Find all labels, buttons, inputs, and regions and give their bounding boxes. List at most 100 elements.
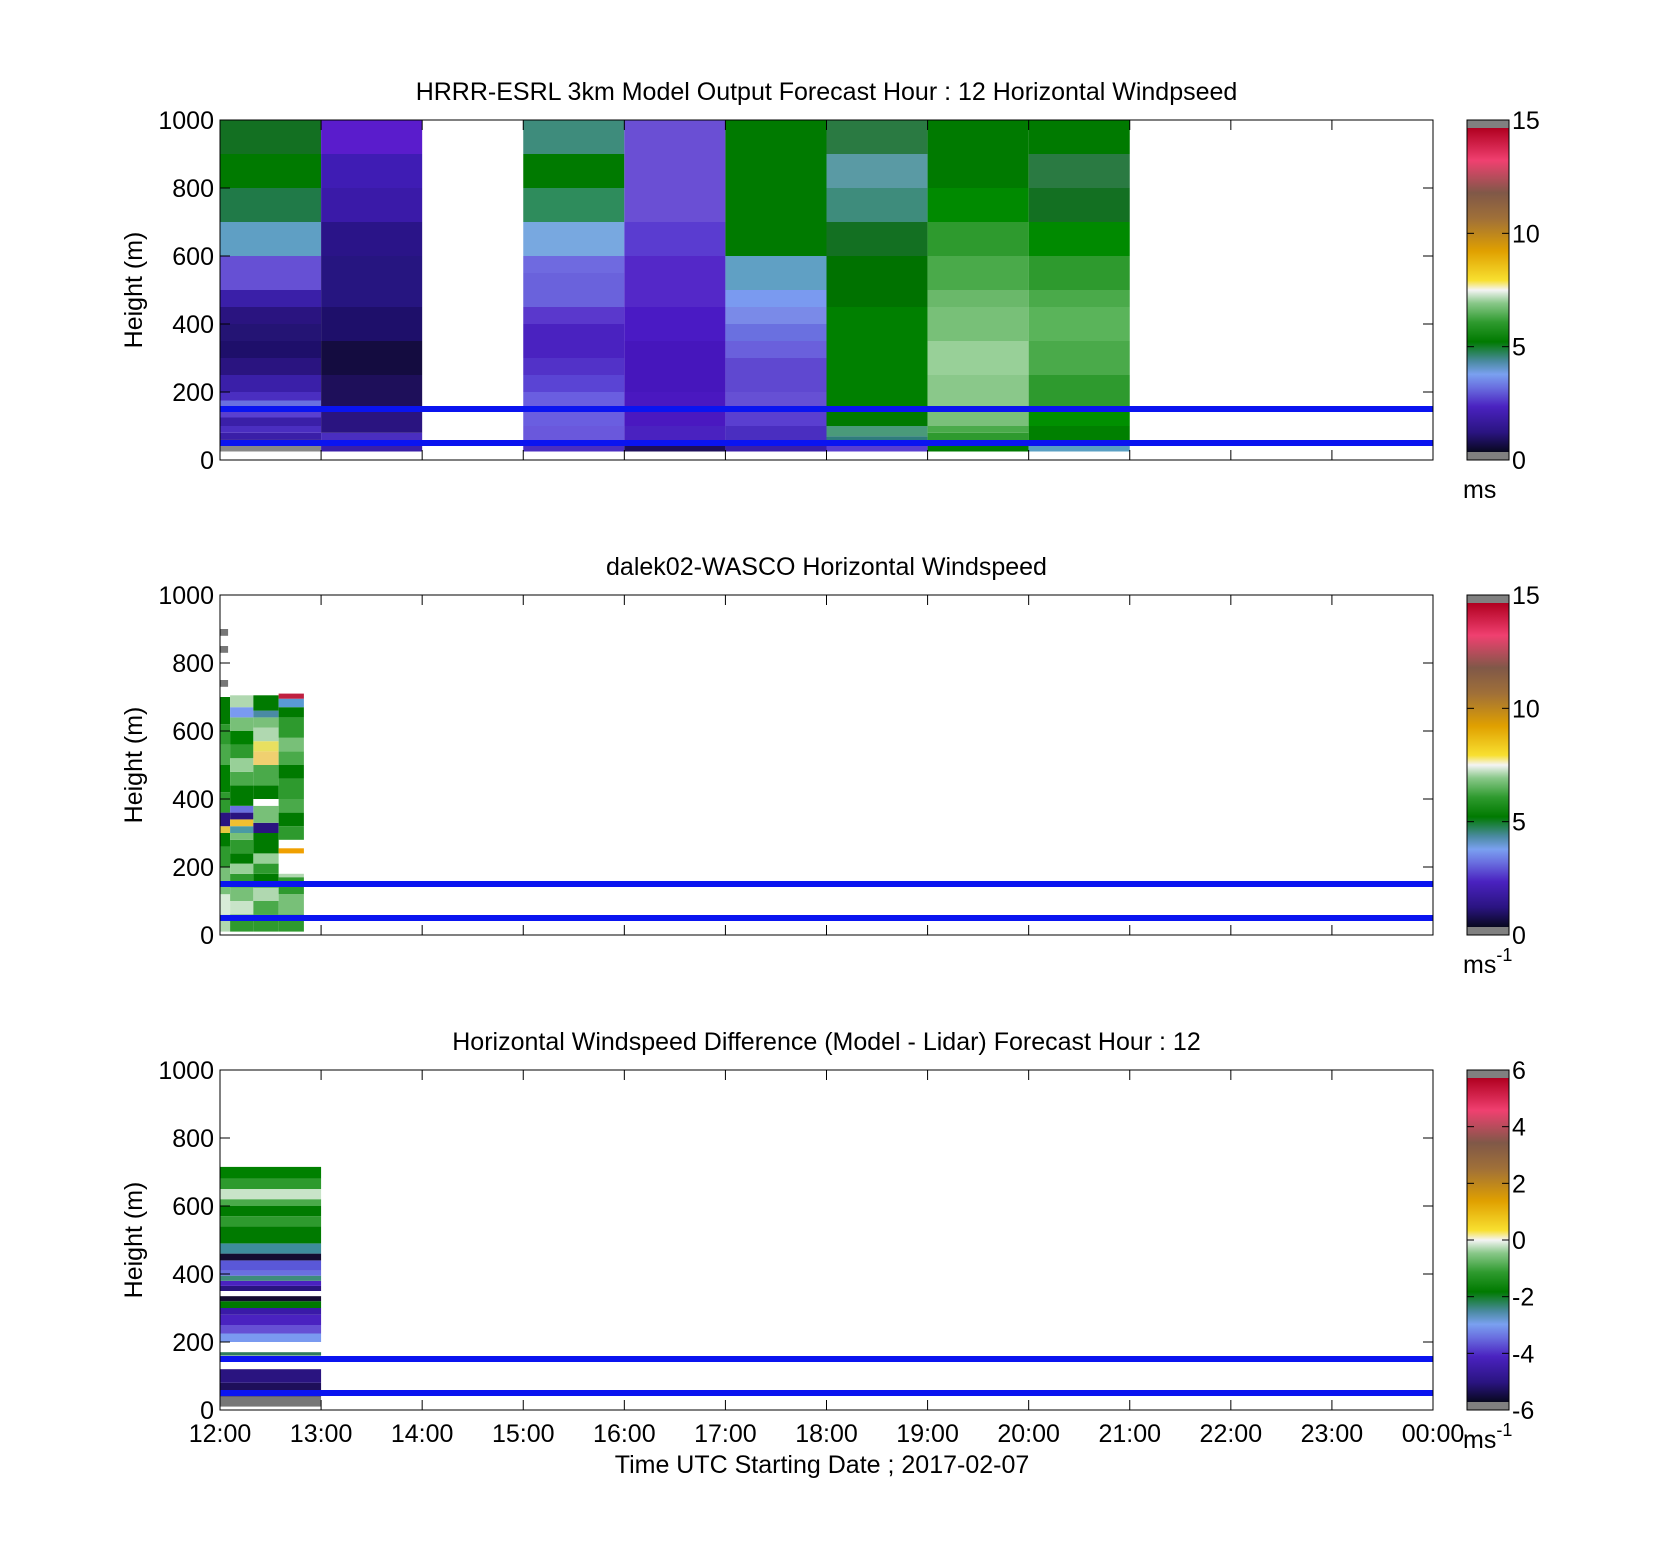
heatmap-cell [220,375,322,392]
heatmap-cell [624,256,726,307]
heatmap-cell [278,894,304,915]
heatmap-cell [725,256,827,290]
heatmap-cell [253,805,279,823]
heatmap-cell [220,1270,322,1276]
y-tick-label: 200 [172,1329,214,1357]
heatmap-cell [523,120,625,154]
heatmap-cell [624,120,726,222]
heatmap-cell [826,444,928,452]
heatmap-column [826,120,928,452]
y-tick-label: 800 [172,175,214,203]
heatmap-cell [321,341,423,375]
y-tick-label: 400 [172,1261,214,1289]
heatmap-cell [1028,375,1130,409]
heatmap-cell [253,822,279,833]
x-tick-label: 18:00 [795,1420,858,1448]
heatmap-cell [220,324,322,341]
heatmap-cell [220,222,322,256]
colorbar-unit-base: ms [1463,476,1496,504]
y-axis-label: Height (m) [120,707,148,824]
heatmap-cell [220,154,322,188]
heatmap-cell [253,727,279,742]
heatmap-cell [523,444,625,452]
heatmap-cell [220,1260,322,1271]
heatmap-cell [278,737,304,752]
heatmap-column [523,120,625,452]
y-tick-label: 600 [172,1193,214,1221]
heatmap-cell [230,887,254,901]
heatmap-cell [230,785,254,806]
heatmap-cell [927,222,1029,256]
heatmap-cell [826,426,928,437]
heatmap-column [220,1166,322,1407]
heatmap-cell [220,1243,322,1254]
heatmap-cell [220,120,322,154]
y-tick-label: 1000 [158,107,214,135]
heatmap-cell [725,341,827,358]
heatmap-cell [826,188,928,222]
heatmap-column [230,695,254,932]
heatmap-cell [826,154,928,188]
heatmap-cell [220,256,322,290]
heatmap-cell [927,341,1029,375]
x-tick-label: 12:00 [189,1420,252,1448]
heatmap-cell [278,848,304,854]
heatmap-cell [220,1189,322,1200]
heatmap-cell [826,120,928,154]
colorbar-tick-label: 10 [1512,695,1540,723]
plot-area [220,595,1433,935]
heatmap-cell [220,1253,322,1261]
heatmap-cell [220,417,322,426]
colorbar-tick-label: -2 [1512,1284,1534,1312]
heatmap-cell [725,409,827,426]
heatmap-cell [1028,188,1130,222]
heatmap-column [725,120,827,452]
heatmap-cell [220,697,231,725]
heatmap-cell [220,1206,322,1217]
heatmap-column [253,695,279,932]
heatmap-cell [220,392,322,401]
heatmap-cell [321,444,423,452]
heatmap-cell [253,887,279,901]
y-tick-label: 400 [172,311,214,339]
colorbar-under [1467,452,1509,460]
colorbar-gradient [1467,128,1509,452]
heatmap-cell [1028,120,1130,154]
heatmap-cell [523,375,625,392]
heatmap-cell [321,256,423,307]
heatmap-cell [1028,341,1130,375]
x-tick-label: 20:00 [997,1420,1060,1448]
colorbar-tick-label: 6 [1512,1057,1526,1085]
y-tick-label: 0 [200,922,214,950]
heatmap-cell [253,853,279,864]
heatmap-cell [624,222,726,256]
heatmap-cell [220,1352,322,1356]
colorbar-tick-label: 4 [1512,1114,1526,1142]
heatmap-cell [523,154,625,188]
heatmap-cell [253,863,279,874]
colorbar-unit-base: ms [1463,951,1496,979]
heatmap-cell [230,839,254,854]
heatmap-cell [253,765,279,786]
heatmap-cell [278,717,304,738]
y-tick-label: 200 [172,379,214,407]
heatmap-cell [230,771,254,786]
heatmap-cell [624,444,726,452]
heatmap-cell [278,707,304,718]
colorbar-tick-label: 0 [1512,922,1526,950]
x-tick-label: 16:00 [593,1420,656,1448]
heatmap-cell [927,409,1029,426]
heatmap-cell [321,154,423,188]
heatmap-cell [523,222,625,256]
y-tick-label: 800 [172,650,214,678]
heatmap-cell [278,778,304,799]
heatmap-cell [220,1296,322,1302]
heatmap-cell [725,358,827,392]
colorbar-unit: ms [1463,476,1496,504]
heatmap-cell [253,785,279,799]
heatmap-cell [220,1216,322,1227]
heatmap-cell [220,1314,322,1325]
heatmap-cell [220,1280,322,1286]
heatmap-cell [826,409,928,426]
heatmap-cell [321,307,423,341]
